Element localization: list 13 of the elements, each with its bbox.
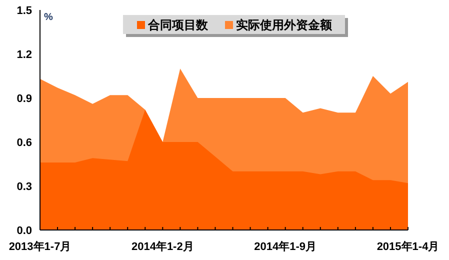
y-axis-title: % (44, 12, 53, 23)
y-tick-label: 0.6 (16, 137, 32, 149)
x-tick-label: 2013年1-7月 (8, 240, 72, 253)
y-tick-label: 1.5 (16, 5, 32, 17)
y-tick-label: 1.2 (16, 49, 32, 61)
y-tick-label: 0.3 (16, 181, 32, 193)
x-tick-label: 2014年1-9月 (254, 240, 317, 253)
x-tick-label: 2015年1-4月 (376, 240, 440, 253)
legend-label: 合同项目数 (147, 18, 209, 32)
legend-label: 实际使用外资金额 (236, 18, 333, 32)
y-tick-label: 0.0 (16, 225, 32, 237)
x-tick-label: 2014年1-2月 (131, 240, 194, 253)
y-tick-label: 0.9 (16, 93, 32, 105)
